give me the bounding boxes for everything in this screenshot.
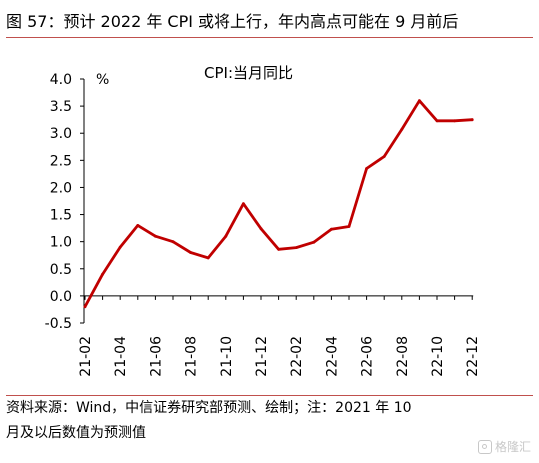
data-point-21-09 (206, 256, 210, 260)
source-note: 资料来源：Wind，中信证券研究部预测、绘制；注：2021 年 10 (6, 400, 412, 416)
watermark-logo-icon (477, 439, 492, 454)
x-tick-label: 22-06 (360, 336, 376, 377)
watermark-text: 格隆汇 (494, 440, 531, 454)
x-tick-label: 22-02 (289, 336, 305, 377)
legend-series-label: CPI:当月同比 (204, 64, 293, 82)
source-note-continued: 月及以后数值为预测值 (6, 425, 146, 441)
data-point-22-05 (347, 225, 351, 228)
x-tick-label: 22-10 (430, 336, 446, 377)
data-point-22-02 (294, 246, 298, 250)
data-point-21-02 (83, 305, 87, 309)
title-divider (6, 37, 533, 38)
y-tick-label: 0.0 (50, 289, 72, 305)
data-point-22-07 (382, 155, 386, 158)
data-point-21-06 (154, 234, 157, 238)
y-tick-label: 4.0 (50, 72, 72, 88)
x-axis: 21-02 21-04 21-06 21-08 21-10 21-12 22-02 22-04… (78, 295, 481, 377)
x-tick-label: 21-06 (148, 336, 164, 377)
y-tick-label: 1.0 (50, 235, 72, 251)
data-point-21-04 (118, 245, 122, 249)
data-point-21-05 (136, 224, 140, 227)
y-tick-label: 3.5 (50, 99, 72, 115)
x-tick-label: 21-12 (254, 336, 270, 377)
data-point-22-12 (470, 118, 474, 122)
x-tick-label: 21-10 (219, 336, 235, 377)
x-tick-label: 22-04 (324, 336, 340, 377)
x-tick-label: 22-08 (395, 336, 411, 377)
data-point-22-04 (330, 227, 333, 231)
x-tick-label: 21-02 (78, 336, 94, 377)
data-point-22-06 (365, 167, 368, 170)
figure-title: 图 57：预计 2022 年 CPI 或将上行，年内高点可能在 9 月前后 (6, 12, 459, 31)
data-point-21-12 (259, 227, 263, 231)
cpi-line-chart: 4.03.53.02.52.01.51.00.50.0-0.5 21-02 21-… (45, 64, 482, 377)
source-divider (6, 395, 533, 396)
data-point-21-08 (189, 251, 193, 254)
cpi-series-line (83, 99, 474, 309)
data-point-22-09 (418, 99, 421, 103)
y-axis-unit-label: % (96, 72, 109, 88)
y-tick-label: 2.0 (50, 180, 72, 196)
data-point-22-03 (312, 240, 316, 244)
watermark: 格隆汇 (477, 438, 531, 455)
data-point-21-07 (171, 240, 175, 244)
data-point-21-03 (101, 272, 104, 276)
y-tick-label: -0.5 (45, 316, 72, 332)
y-tick-label: 3.0 (50, 126, 72, 142)
data-point-22-11 (453, 119, 456, 123)
data-point-22-01 (277, 247, 280, 251)
data-point-22-10 (435, 119, 439, 123)
y-tick-label: 2.5 (50, 153, 72, 169)
y-tick-label: 0.5 (50, 262, 72, 278)
x-tick-label: 21-04 (113, 336, 129, 377)
y-axis: 4.0 3.5 3.0 2.5 2.0 1.5 1.0 0.5 0.0 -0.5 (45, 72, 85, 332)
data-point-21-11 (242, 202, 245, 206)
y-tick-label: 1.5 (50, 208, 72, 224)
x-tick-label: 21-08 (184, 336, 200, 377)
x-tick-label: 22-12 (465, 336, 481, 377)
cpi-series-points (83, 99, 474, 309)
data-point-21-10 (224, 234, 228, 238)
data-point-22-08 (400, 127, 404, 131)
